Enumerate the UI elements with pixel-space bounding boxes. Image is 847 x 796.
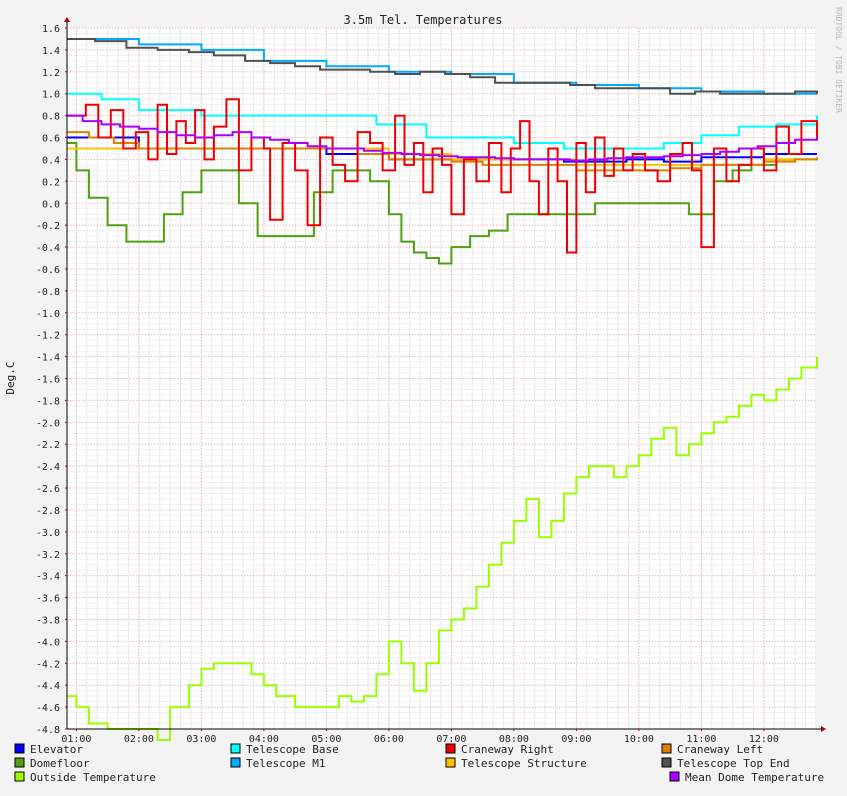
legend-swatch-telescope-top-end xyxy=(661,757,672,768)
y-tick-label: -3.8 xyxy=(36,615,60,626)
y-tick-label: 1.4 xyxy=(42,46,60,57)
y-tick-label: -1.8 xyxy=(36,396,60,407)
x-tick-label: 04:00 xyxy=(249,734,279,745)
legend-swatch-craneway-right xyxy=(445,743,456,754)
x-axis-arrow xyxy=(821,726,826,732)
y-tick-label: -2.2 xyxy=(36,440,60,451)
legend-label-craneway-right: Craneway Right xyxy=(461,743,554,756)
y-tick-label: -1.2 xyxy=(36,331,60,342)
legend-label-elevator: Elevator xyxy=(30,743,83,756)
y-tick-label: -2.6 xyxy=(36,484,60,495)
y-tick-label: 0.8 xyxy=(42,112,60,123)
series-layer xyxy=(67,38,818,741)
y-tick-label: -3.0 xyxy=(36,528,60,539)
legend-label-telescope-top-end: Telescope Top End xyxy=(677,757,790,770)
series-line-outside-temperature xyxy=(67,356,818,741)
legend-swatch-domefloor xyxy=(14,757,25,768)
x-tick-label: 11:00 xyxy=(686,734,716,745)
legend-swatch-craneway-left xyxy=(661,743,672,754)
legend-swatch-elevator xyxy=(14,743,25,754)
y-tick-label: -0.2 xyxy=(36,221,60,232)
x-tick-label: 06:00 xyxy=(374,734,404,745)
y-tick-label: -3.4 xyxy=(36,572,60,583)
legend-label-domefloor: Domefloor xyxy=(30,757,90,770)
series-line-domefloor xyxy=(67,142,817,265)
series-line-telescope-top-end xyxy=(67,38,818,95)
axes xyxy=(64,17,826,732)
y-tick-label: 0.0 xyxy=(42,199,60,210)
y-tick-label: -4.8 xyxy=(36,725,60,736)
legend-swatch-telescope-base xyxy=(230,743,241,754)
legend-label-telescope-base: Telescope Base xyxy=(246,743,339,756)
x-tick-label: 03:00 xyxy=(186,734,216,745)
x-tick-label: 07:00 xyxy=(436,734,466,745)
legend-swatch-telescope-m1 xyxy=(230,757,241,768)
legend-label-mean-dome-temperature: Mean Dome Temperature xyxy=(685,771,824,784)
legend-label-outside-temperature: Outside Temperature xyxy=(30,771,156,784)
x-tick-label: 09:00 xyxy=(561,734,591,745)
y-tick-label: -1.0 xyxy=(36,309,60,320)
y-tick-labels: 1.6 1.4 1.2 1.0 0.8 0.6 0.4 0.2 0.0 -0.2 -0.4 -0.6 -… xyxy=(36,24,67,736)
y-tick-label: 0.6 xyxy=(42,134,60,145)
series-line-mean-dome-temperature xyxy=(67,114,818,162)
chart-title: 3.5m Tel. Temperatures xyxy=(344,13,503,27)
x-tick-label: 08:00 xyxy=(499,734,529,745)
y-tick-label: -1.4 xyxy=(36,353,60,364)
legend-swatch-telescope-structure xyxy=(445,757,456,768)
y-tick-label: 1.0 xyxy=(42,90,60,101)
y-axis-label: Deg.C xyxy=(4,361,17,394)
y-tick-label: -2.8 xyxy=(36,506,60,517)
x-tick-label: 01:00 xyxy=(61,734,91,745)
y-tick-label: -4.2 xyxy=(36,659,60,670)
x-tick-label: 02:00 xyxy=(124,734,154,745)
y-tick-label: -4.6 xyxy=(36,703,60,714)
y-tick-label: -2.0 xyxy=(36,418,60,429)
x-tick-label: 10:00 xyxy=(624,734,654,745)
y-tick-label: -4.0 xyxy=(36,637,60,648)
y-tick-label: 1.2 xyxy=(42,68,60,79)
x-tick-label: 05:00 xyxy=(311,734,341,745)
series-line-telescope-m1 xyxy=(67,38,817,95)
y-tick-label: -0.6 xyxy=(36,265,60,276)
y-axis-arrow xyxy=(64,17,70,22)
legend-swatch-outside-temperature xyxy=(14,771,25,782)
legend-label-craneway-left: Craneway Left xyxy=(677,743,763,756)
y-tick-label: -3.2 xyxy=(36,550,60,561)
x-tick-labels: 01:00 02:00 03:00 04:00 05:00 06:00 07:00 08:00… xyxy=(61,729,779,745)
y-tick-label: -1.6 xyxy=(36,375,60,386)
y-tick-label: 0.4 xyxy=(42,155,60,166)
y-tick-label: 1.6 xyxy=(42,24,60,35)
y-tick-label: -2.4 xyxy=(36,462,60,473)
series-line-craneway-right xyxy=(67,98,818,254)
legend-label-telescope-structure: Telescope Structure xyxy=(461,757,587,770)
x-tick-label: 12:00 xyxy=(749,734,779,745)
series-line-telescope-base xyxy=(67,92,818,150)
legend-label-telescope-m1: Telescope M1 xyxy=(246,757,325,770)
watermark: RRDTOOL / TOBI OETIKER xyxy=(834,7,843,113)
y-tick-label: -4.4 xyxy=(36,681,60,692)
y-tick-label: 0.2 xyxy=(42,177,60,188)
grid-lines xyxy=(67,27,817,730)
legend-swatch-mean-dome-temperature xyxy=(669,771,680,782)
y-tick-label: -0.8 xyxy=(36,287,60,298)
y-tick-label: -0.4 xyxy=(36,243,60,254)
y-tick-label: -3.6 xyxy=(36,594,60,605)
